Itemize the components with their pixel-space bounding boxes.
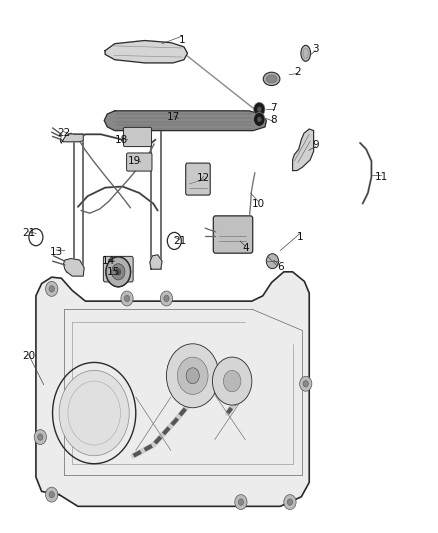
Text: 1: 1 [297, 232, 304, 242]
Ellipse shape [263, 72, 280, 86]
Text: 8: 8 [270, 115, 277, 125]
Circle shape [46, 281, 58, 296]
Polygon shape [60, 133, 83, 143]
Circle shape [186, 368, 199, 384]
Text: 4: 4 [242, 243, 249, 253]
Circle shape [235, 495, 247, 510]
Text: 18: 18 [115, 135, 128, 144]
FancyBboxPatch shape [186, 163, 210, 195]
Text: 9: 9 [312, 140, 319, 150]
Circle shape [49, 286, 54, 292]
Circle shape [223, 370, 241, 392]
Text: 21: 21 [22, 229, 35, 238]
Circle shape [116, 269, 121, 275]
Circle shape [38, 434, 43, 440]
Polygon shape [36, 272, 309, 506]
Circle shape [121, 291, 133, 306]
Text: 1: 1 [178, 35, 185, 45]
Polygon shape [105, 41, 187, 63]
Circle shape [46, 487, 58, 502]
Circle shape [166, 344, 219, 408]
Circle shape [284, 495, 296, 510]
Polygon shape [293, 129, 314, 171]
Text: 15: 15 [106, 268, 120, 277]
Circle shape [212, 357, 252, 405]
Text: 3: 3 [312, 44, 319, 54]
Circle shape [160, 291, 173, 306]
Circle shape [303, 381, 308, 387]
Text: 12: 12 [197, 173, 210, 183]
Polygon shape [150, 255, 162, 269]
Circle shape [106, 257, 131, 287]
Circle shape [238, 499, 244, 505]
Circle shape [124, 295, 130, 302]
Circle shape [112, 264, 125, 280]
Text: 11: 11 [374, 172, 388, 182]
Polygon shape [64, 259, 84, 276]
Text: 19: 19 [128, 157, 141, 166]
Circle shape [34, 430, 46, 445]
Text: 7: 7 [270, 103, 277, 112]
FancyBboxPatch shape [213, 216, 253, 253]
Circle shape [300, 376, 312, 391]
FancyBboxPatch shape [103, 256, 133, 282]
Text: 10: 10 [252, 199, 265, 208]
Circle shape [257, 117, 261, 122]
Text: 20: 20 [22, 351, 35, 361]
Text: 14: 14 [102, 256, 115, 266]
Text: 6: 6 [277, 262, 284, 271]
Circle shape [164, 295, 169, 302]
FancyBboxPatch shape [127, 153, 152, 171]
Ellipse shape [301, 45, 311, 61]
Circle shape [112, 264, 125, 280]
FancyBboxPatch shape [124, 127, 152, 147]
Circle shape [257, 107, 261, 112]
Circle shape [266, 254, 279, 269]
Text: 13: 13 [49, 247, 63, 256]
Text: 2: 2 [294, 67, 301, 77]
Circle shape [254, 102, 265, 116]
Circle shape [177, 357, 208, 394]
Circle shape [287, 499, 293, 505]
Circle shape [254, 112, 265, 126]
Ellipse shape [266, 75, 277, 83]
Circle shape [49, 491, 54, 498]
Text: 21: 21 [173, 236, 186, 246]
Text: 17: 17 [166, 112, 180, 122]
Circle shape [59, 370, 129, 456]
Polygon shape [104, 111, 266, 131]
Circle shape [106, 257, 131, 287]
Text: 22: 22 [57, 128, 70, 138]
